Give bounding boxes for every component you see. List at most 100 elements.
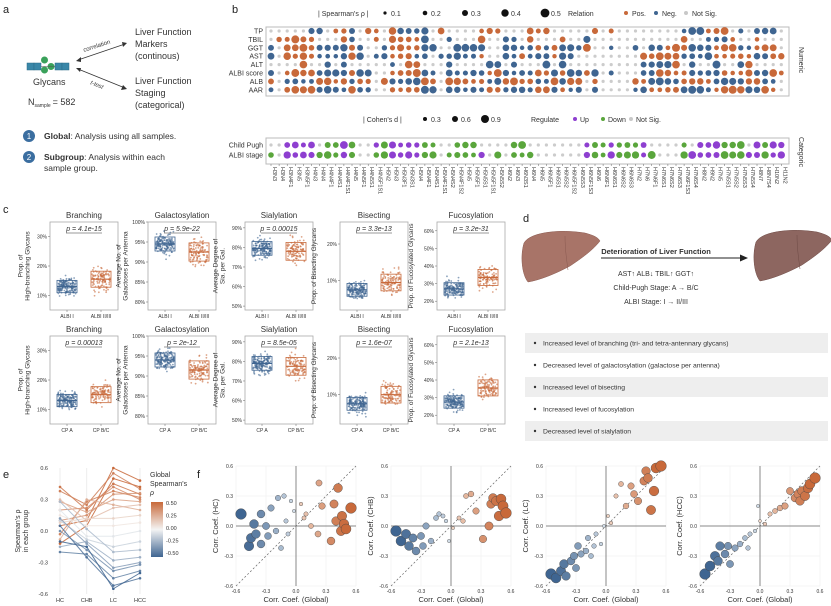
jitter-point bbox=[349, 398, 352, 401]
jitter-point bbox=[62, 280, 65, 283]
jitter-point bbox=[269, 241, 272, 244]
legend-relation-dot bbox=[624, 11, 628, 15]
numeric-dot bbox=[374, 88, 378, 92]
categoric-dot bbox=[527, 151, 534, 159]
jitter-point bbox=[303, 260, 306, 263]
y-tick-label: 100% bbox=[132, 220, 145, 226]
numeric-dot bbox=[413, 61, 421, 68]
jitter-point bbox=[359, 280, 362, 283]
numeric-dot bbox=[632, 78, 639, 85]
glycan-label: H4N4F1 bbox=[328, 167, 334, 187]
series-point bbox=[112, 545, 115, 549]
numeric-dot bbox=[713, 78, 720, 85]
numeric-dot bbox=[301, 79, 306, 84]
numeric-dot bbox=[333, 28, 339, 34]
x-tick-label: CP B/C bbox=[383, 428, 400, 434]
numeric-dot bbox=[585, 88, 589, 92]
jitter-point bbox=[381, 396, 384, 398]
jitter-point bbox=[63, 281, 66, 284]
jitter-point bbox=[195, 253, 198, 255]
scatter-point bbox=[411, 546, 421, 556]
numeric-dot bbox=[543, 27, 550, 35]
series-point bbox=[85, 527, 88, 531]
numeric-dot bbox=[283, 44, 291, 52]
numeric-dot bbox=[674, 29, 678, 33]
jitter-point bbox=[361, 406, 364, 409]
jitter-point bbox=[194, 265, 197, 268]
jitter-point bbox=[392, 382, 395, 385]
numeric-dot bbox=[439, 79, 443, 83]
liver-healthy-icon bbox=[521, 231, 601, 283]
jitter-point bbox=[97, 395, 100, 398]
y-tick-label: 20% bbox=[37, 264, 48, 270]
numeric-dot bbox=[268, 70, 274, 76]
jitter-point bbox=[199, 240, 202, 243]
numeric-dot bbox=[762, 53, 769, 60]
jitter-point bbox=[391, 389, 393, 392]
p-value: p = 8.5e-05 bbox=[260, 340, 297, 347]
categoric-dot bbox=[584, 142, 590, 148]
jitter-point bbox=[166, 244, 169, 247]
categoric-dot bbox=[291, 141, 299, 149]
scatter-point bbox=[272, 527, 280, 535]
step-global: 1 Global: Analysis using all samples. bbox=[23, 130, 176, 142]
jitter-point bbox=[65, 277, 68, 280]
jitter-point bbox=[491, 273, 494, 276]
x-tick-label: -0.6 bbox=[387, 589, 396, 595]
jitter-point bbox=[190, 244, 193, 247]
jitter-point bbox=[59, 389, 62, 392]
jitter-point bbox=[494, 385, 497, 388]
scatter-plot-2: -0.60.6-0.30.30.00.00.3-0.30.6-0.6Corr. … bbox=[366, 464, 515, 604]
jitter-point bbox=[444, 399, 447, 402]
numeric-dot bbox=[728, 43, 737, 52]
categoric-dot bbox=[631, 151, 640, 159]
jitter-point bbox=[66, 404, 69, 407]
boxplot-title: Sialylation bbox=[261, 211, 297, 220]
jitter-point bbox=[194, 247, 197, 249]
jitter-point bbox=[356, 401, 359, 404]
x-tick-label: ALBI I bbox=[60, 314, 74, 320]
jitter-point bbox=[359, 395, 362, 397]
numeric-dot bbox=[445, 86, 453, 94]
facet-categoric: Categoric bbox=[797, 137, 804, 167]
jitter-point bbox=[390, 399, 393, 402]
x-tick-label: ALBI I bbox=[255, 314, 269, 320]
numeric-dot bbox=[755, 63, 759, 67]
numeric-dot bbox=[495, 87, 501, 93]
jitter-point bbox=[191, 371, 194, 374]
glycan-label: H7N5S1 bbox=[725, 167, 731, 188]
series-point bbox=[112, 485, 115, 489]
numeric-dot bbox=[366, 63, 370, 67]
numeric-dot bbox=[293, 63, 297, 67]
numeric-dot bbox=[405, 78, 413, 85]
jitter-point bbox=[364, 415, 367, 418]
numeric-dot bbox=[746, 45, 752, 51]
jitter-point bbox=[448, 280, 451, 282]
jitter-point bbox=[198, 355, 201, 357]
series-point bbox=[138, 496, 142, 499]
jitter-point bbox=[74, 292, 77, 295]
numeric-dot bbox=[617, 79, 621, 83]
x-tick-label: CP B/C bbox=[288, 428, 305, 434]
jitter-point bbox=[494, 393, 497, 395]
jitter-point bbox=[268, 252, 271, 255]
numeric-dot bbox=[317, 53, 322, 59]
boxplot-frame bbox=[49, 335, 119, 425]
numeric-dot bbox=[382, 29, 386, 33]
numeric-dot bbox=[543, 45, 549, 51]
numeric-dot bbox=[559, 70, 566, 76]
numeric-dot bbox=[316, 86, 323, 93]
p-value: p = 2e-12 bbox=[166, 340, 197, 347]
numeric-dot bbox=[655, 52, 664, 61]
series-point bbox=[58, 540, 62, 543]
jitter-point bbox=[91, 284, 94, 287]
row-label-albi-score: ALBI score bbox=[229, 71, 263, 78]
numeric-dot bbox=[633, 71, 638, 75]
x-axis-label: Corr. Coef. (Global) bbox=[418, 595, 484, 604]
scatter-point bbox=[786, 487, 794, 495]
numeric-dot bbox=[340, 44, 348, 52]
series-point bbox=[112, 559, 115, 562]
jitter-point bbox=[100, 273, 102, 276]
jitter-point bbox=[253, 370, 255, 373]
numeric-dot bbox=[642, 46, 646, 50]
